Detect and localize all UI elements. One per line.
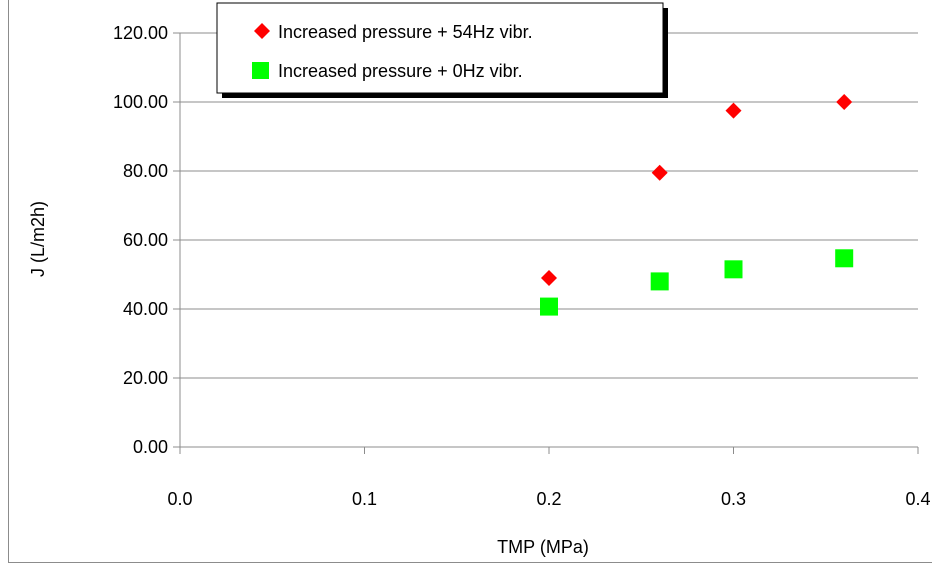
y-tick-label: 120.00 <box>113 23 168 43</box>
legend-entry-54hz: Increased pressure + 54Hz vibr. <box>278 22 533 42</box>
x-tick-label: 0.4 <box>905 489 930 509</box>
y-tick-label: 60.00 <box>123 230 168 250</box>
x-tick-label: 0.1 <box>352 489 377 509</box>
legend: Increased pressure + 54Hz vibr. Increase… <box>216 2 668 98</box>
legend-box <box>216 2 664 94</box>
y-tick-label: 40.00 <box>123 299 168 319</box>
axes <box>173 32 919 454</box>
legend-entry-0hz: Increased pressure + 0Hz vibr. <box>278 61 523 81</box>
data-point-square <box>835 249 854 268</box>
y-tick-label: 0.00 <box>133 437 168 457</box>
data-point-diamond <box>651 164 668 181</box>
x-tick-label: 0.0 <box>167 489 192 509</box>
y-tick-label: 20.00 <box>123 368 168 388</box>
data-point-diamond <box>725 102 742 119</box>
legend-marker-square <box>252 62 269 79</box>
y-axis-title: J (L/m2h) <box>28 201 48 277</box>
data-point-diamond <box>541 269 557 286</box>
x-tick-labels: 0.0 0.1 0.2 0.3 0.4 <box>167 489 930 509</box>
legend-marker-diamond <box>254 23 270 39</box>
x-axis-title: TMP (MPa) <box>497 537 589 557</box>
y-tick-label: 80.00 <box>123 161 168 181</box>
data-point-diamond <box>836 94 853 110</box>
data-points <box>540 94 854 316</box>
chart-frame <box>8 0 932 563</box>
y-tick-label: 100.00 <box>113 92 168 112</box>
data-point-square <box>540 297 558 316</box>
y-tick-labels: 0.00 20.00 40.00 60.00 80.00 100.00 120.00 <box>113 23 168 457</box>
data-point-square <box>650 272 669 291</box>
data-point-square <box>724 260 743 279</box>
x-tick-label: 0.2 <box>536 489 561 509</box>
x-tick-label: 0.3 <box>721 489 746 509</box>
